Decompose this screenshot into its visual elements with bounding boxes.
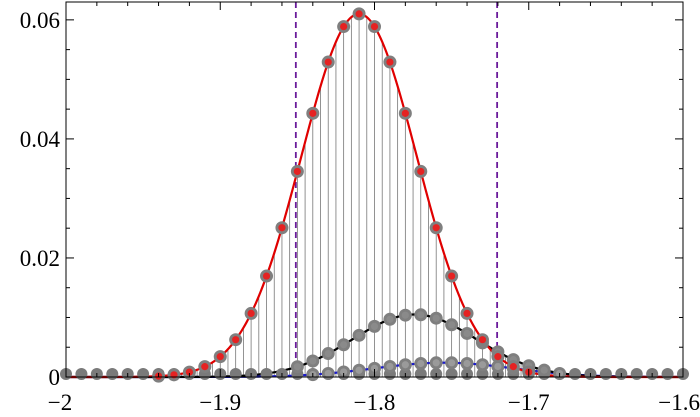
series-marker-inner — [370, 322, 379, 331]
series-marker-inner — [401, 361, 409, 369]
series-marker-inner — [355, 10, 363, 18]
axis-ticks — [65, 2, 684, 378]
series-marker-inner — [370, 364, 379, 372]
series-marker-inner — [247, 309, 255, 318]
series-marker-inner — [216, 353, 224, 361]
series-marker-inner — [417, 167, 425, 176]
baseline-marker — [445, 368, 458, 380]
series-marker-inner — [432, 314, 440, 322]
series-marker-inner — [324, 58, 332, 66]
series-marker-inner — [448, 359, 456, 367]
series-marker-inner — [185, 368, 193, 376]
baseline-marker — [106, 368, 119, 380]
x-tick-label: −1.7 — [508, 390, 550, 415]
series-marker-inner — [478, 336, 487, 344]
series-marker-inner — [370, 22, 379, 31]
series-marker-inner — [463, 309, 471, 318]
series-marker-inner — [355, 331, 363, 339]
baseline-marker — [569, 368, 582, 380]
series-marker-inner — [201, 363, 209, 371]
series-marker-inner — [432, 224, 440, 232]
series-marker-inner — [448, 321, 456, 329]
series-marker-inner — [463, 329, 471, 338]
stem-lines — [65, 13, 684, 377]
series-marker-inner — [494, 353, 502, 361]
series-marker-inner — [494, 362, 502, 371]
series-marker-inner — [262, 272, 271, 280]
y-tick-label: 0.04 — [20, 127, 61, 152]
series-marker-inner — [293, 167, 301, 176]
series-marker-inner — [293, 363, 301, 371]
series-marker-inner — [340, 368, 348, 376]
series-marker-inner — [309, 109, 317, 117]
series-marker-inner — [386, 362, 394, 371]
x-tick-label: −1.9 — [199, 390, 241, 415]
x-tick-label: −1.6 — [658, 390, 700, 415]
baseline-marker — [661, 368, 674, 380]
series-marker-inner — [386, 58, 394, 66]
series-marker-inner — [417, 359, 425, 368]
series-marker-inner — [509, 363, 517, 371]
series-marker-inner — [448, 272, 456, 280]
series-marker-inner — [401, 311, 409, 319]
x-tick-labels: −2 −1.9 −1.8 −1.7 −1.6 — [48, 390, 700, 415]
y-tick-label: 0.02 — [20, 246, 60, 271]
vertical-reference-lines — [294, 2, 499, 377]
series-marker-inner — [340, 341, 348, 349]
baseline-marker — [630, 368, 643, 380]
series-marker-inner — [324, 349, 332, 358]
series-marker-inner — [278, 224, 286, 232]
baseline-marker — [137, 368, 150, 380]
series-marker-inner — [417, 311, 425, 319]
series-marker-inner — [432, 359, 440, 367]
series-marker-inner — [324, 369, 332, 378]
series-marker-inner — [386, 315, 394, 323]
series-marker-inner — [309, 357, 317, 365]
series-marker-inner — [232, 336, 240, 344]
y-tick-label: 0 — [49, 365, 61, 390]
series-marker-inner — [401, 109, 409, 117]
x-tick-label: −2 — [48, 390, 72, 415]
baseline-marker — [75, 368, 88, 380]
series-marker-inner — [463, 359, 471, 368]
baseline-marker — [599, 368, 612, 380]
series-marker-inner — [355, 366, 363, 374]
baseline-marker — [229, 368, 242, 380]
x-tick-label: −1.8 — [354, 390, 396, 415]
y-tick-label: 0.06 — [20, 8, 60, 33]
series-marker-inner — [340, 22, 348, 31]
y-tick-labels: 0 0.02 0.04 0.06 — [20, 8, 61, 390]
series-marker-inner — [478, 361, 487, 369]
series-marker-inner — [540, 366, 548, 374]
baseline-marker — [260, 368, 273, 380]
